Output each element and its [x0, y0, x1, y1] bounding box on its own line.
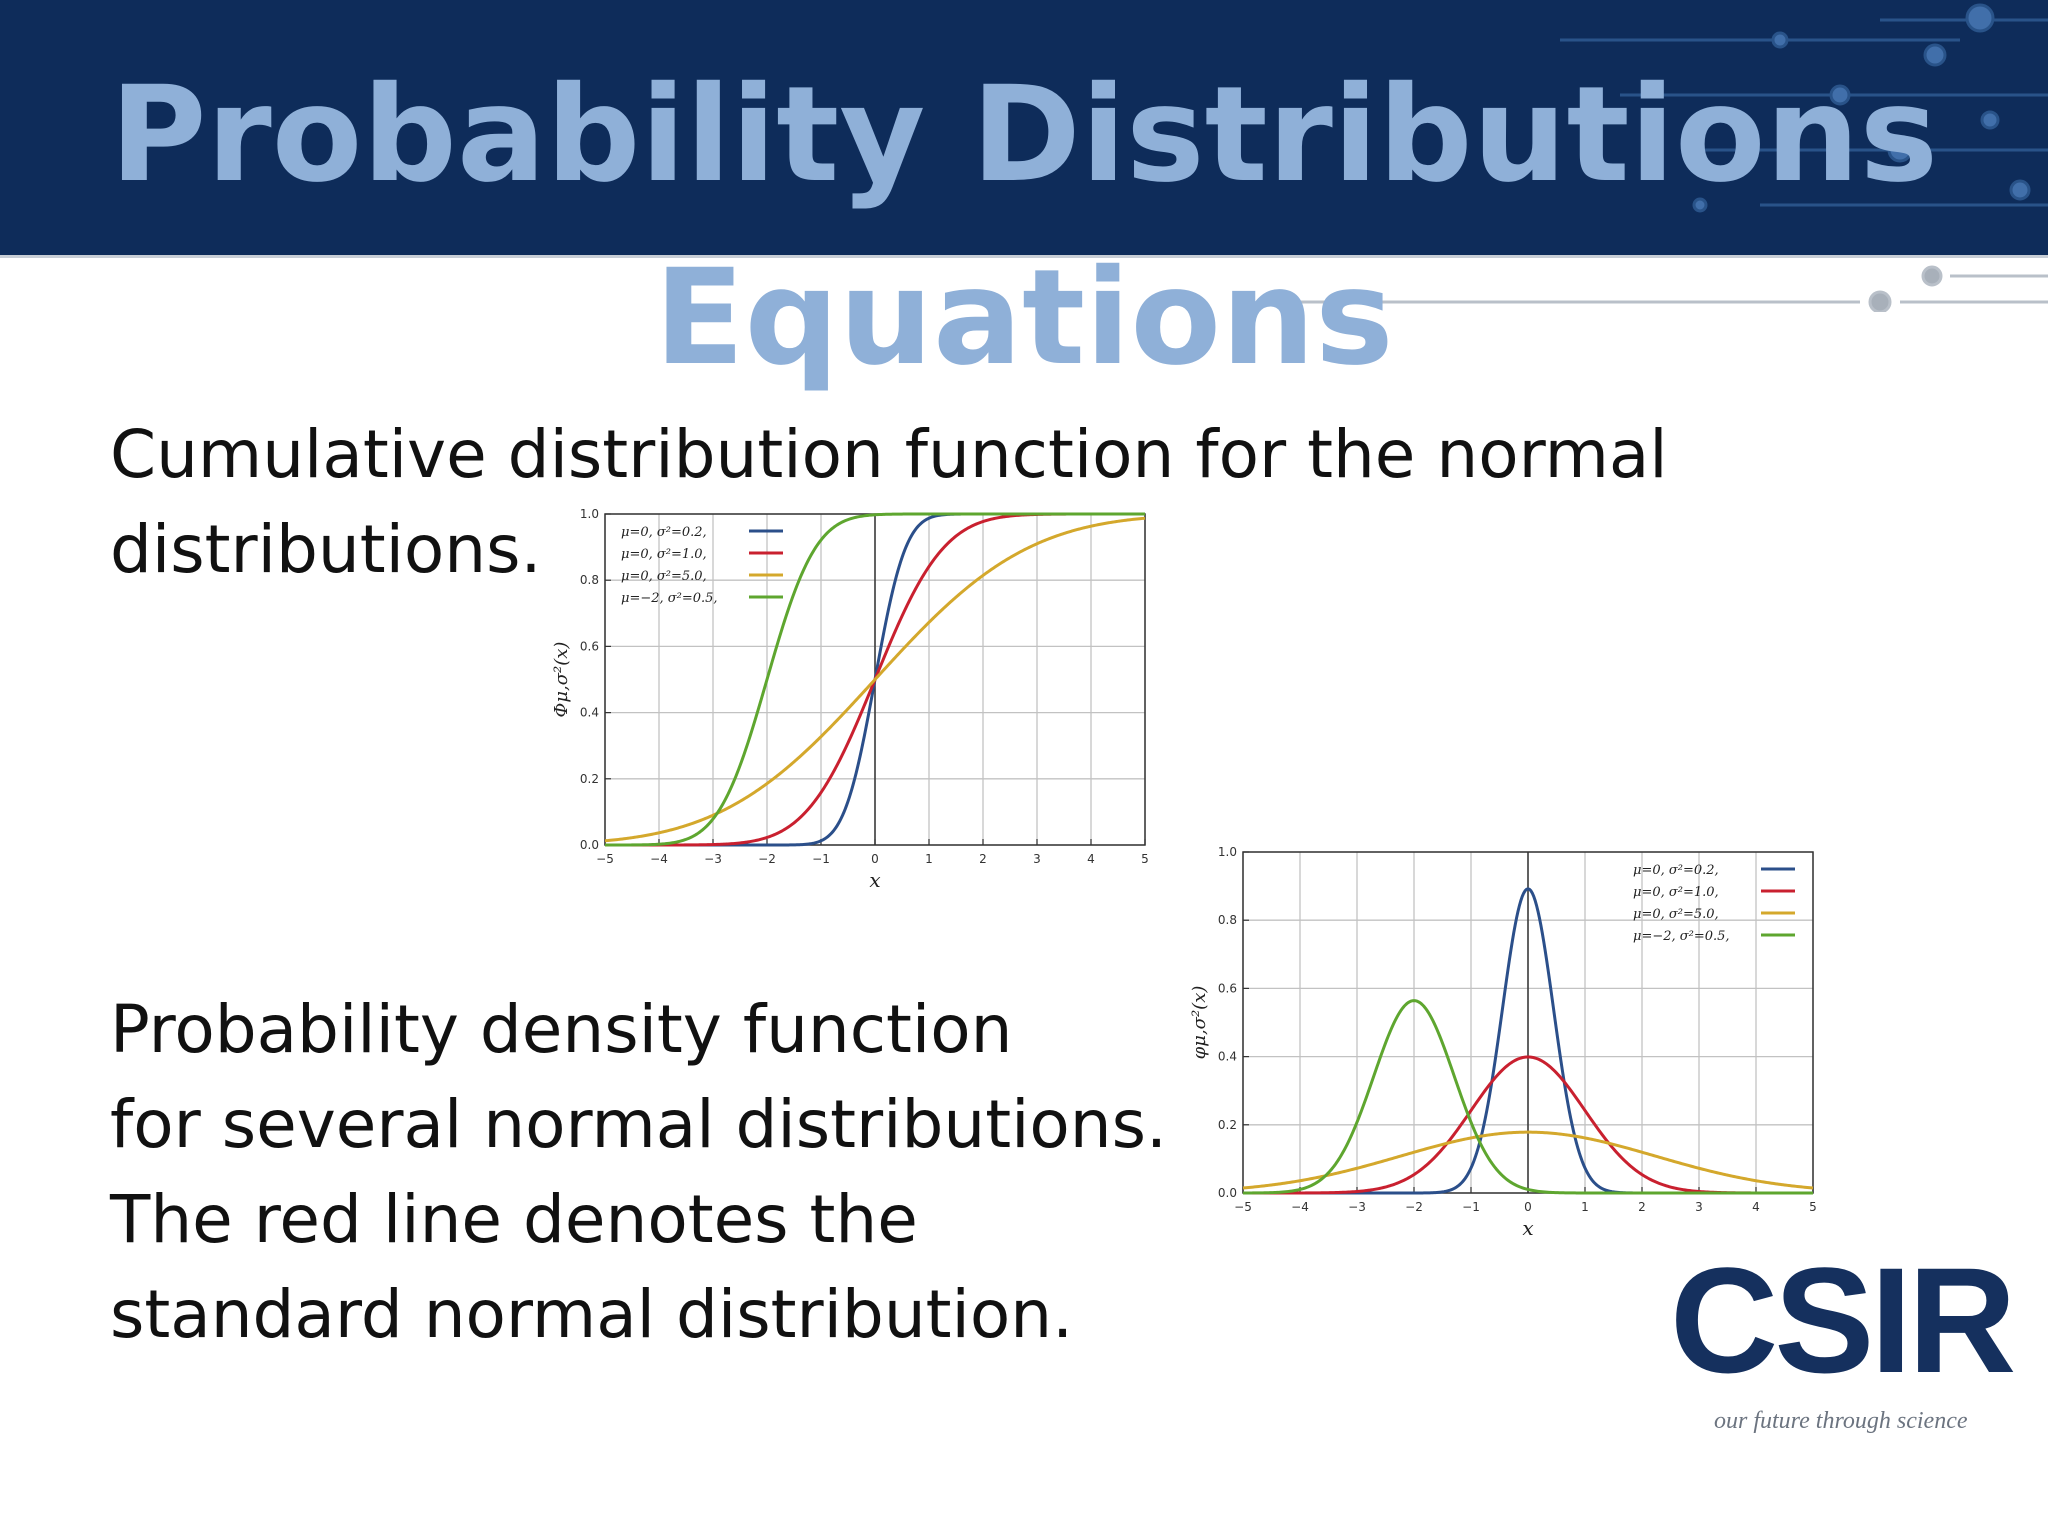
x-tick-label: −4 [650, 852, 668, 866]
header-band [0, 0, 2048, 255]
series-line [604, 516, 1146, 843]
x-tick-label: 3 [1033, 852, 1041, 866]
legend-label: μ=0, σ²=0.2, [1633, 863, 1719, 878]
series-line [1242, 999, 1813, 1195]
y-tick-label: 0.2 [580, 772, 599, 786]
y-axis-label: Φμ,σ²(x) [551, 642, 572, 718]
y-tick-label: 0.8 [580, 573, 599, 587]
x-tick-label: 1 [1581, 1200, 1589, 1214]
legend-label: μ=0, σ²=1.0, [621, 547, 707, 562]
csir-logo: CSIR our future through science [1670, 1240, 2016, 1445]
y-tick-label: 0.8 [1218, 913, 1237, 927]
x-tick-label: 2 [979, 852, 987, 866]
x-tick-label: 1 [925, 852, 933, 866]
logo-tagline: our future through science [1714, 1408, 1968, 1434]
x-tick-label: −3 [1348, 1200, 1366, 1214]
pdf-description-line: The red line denotes the [110, 1181, 918, 1258]
x-tick-label: −4 [1291, 1200, 1309, 1214]
series-line [605, 512, 1145, 847]
x-tick-label: 5 [1141, 852, 1149, 866]
cdf-description-line: Cumulative distribution function for the… [110, 416, 1668, 493]
x-tick-label: −2 [1405, 1200, 1423, 1214]
x-tick-label: 4 [1752, 1200, 1760, 1214]
pdf-description-line: Probability density function [110, 991, 1013, 1068]
x-tick-label: −5 [1234, 1200, 1252, 1214]
pdf-chart: −5 −4 −3 −2 −1 0 1 2 3 4 5 0.0 0.2 0.4 0.6 0.8 1.0 x φμ,σ²… [1183, 838, 1833, 1253]
slide-title: Probability Distributions [109, 58, 1939, 212]
circuit-decoration [1560, 3, 2048, 213]
x-tick-label: 2 [1638, 1200, 1646, 1214]
legend-label: μ=0, σ²=5.0, [1633, 907, 1719, 922]
pdf-description: Probability density function for several… [110, 982, 1167, 1362]
chart-svg: −5 −4 −3 −2 −1 0 1 2 3 4 5 0.0 0.2 0.4 0.6 0.8 1.0 x Φμ,σ²… [551, 507, 1149, 892]
x-tick-label: 4 [1087, 852, 1095, 866]
cdf-chart: −5 −4 −3 −2 −1 0 1 2 3 4 5 0.0 0.2 0.4 0.6 0.8 1.0 x Φμ,σ²… [545, 500, 1165, 905]
cdf-description: Cumulative distribution function for the… [110, 407, 1668, 597]
logo-wordmark: CSIR [1670, 1236, 2016, 1404]
y-tick-label: 0.6 [1218, 981, 1237, 995]
y-tick-label: 0.6 [580, 639, 599, 653]
x-tick-label: −5 [596, 852, 614, 866]
x-axis-label: x [1522, 1216, 1533, 1240]
pdf-description-line: standard normal distribution. [110, 1276, 1074, 1353]
y-tick-label: 0.4 [580, 706, 599, 720]
y-tick-label: 0.2 [1218, 1118, 1237, 1132]
y-tick-label: 0.4 [1218, 1050, 1237, 1064]
slide-title-second-line: Equations [654, 241, 1394, 395]
legend-label: μ=0, σ²=5.0, [621, 569, 707, 584]
y-axis-label: φμ,σ²(x) [1189, 986, 1210, 1060]
cdf-description-line: distributions. [110, 511, 542, 588]
x-tick-label: 5 [1809, 1200, 1817, 1214]
y-tick-label: 1.0 [1218, 845, 1237, 859]
x-tick-label: 0 [1524, 1200, 1532, 1214]
x-axis-label: x [869, 868, 880, 892]
y-tick-label: 0.0 [1218, 1186, 1237, 1200]
x-tick-label: 0 [871, 852, 879, 866]
y-tick-label: 0.0 [580, 838, 599, 852]
x-tick-label: 3 [1695, 1200, 1703, 1214]
header-divider [0, 255, 2048, 258]
x-tick-label: −3 [704, 852, 722, 866]
x-tick-label: −2 [758, 852, 776, 866]
legend-label: μ=−2, σ²=0.5, [621, 591, 718, 606]
legend-label: μ=−2, σ²=0.5, [1633, 929, 1730, 944]
x-tick-label: −1 [812, 852, 830, 866]
series-line [1242, 1130, 1814, 1190]
legend-label: μ=0, σ²=0.2, [621, 525, 707, 540]
y-tick-label: 1.0 [580, 507, 599, 521]
legend-label: μ=0, σ²=1.0, [1633, 885, 1719, 900]
x-tick-label: −1 [1462, 1200, 1480, 1214]
divider-decoration [1300, 265, 2048, 312]
chart-svg: −5 −4 −3 −2 −1 0 1 2 3 4 5 0.0 0.2 0.4 0.6 0.8 1.0 x φμ,σ²… [1189, 845, 1817, 1240]
pdf-description-line: for several normal distributions. [110, 1086, 1167, 1163]
